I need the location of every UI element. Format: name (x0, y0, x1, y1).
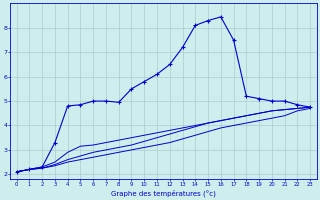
X-axis label: Graphe des températures (°c): Graphe des températures (°c) (111, 189, 216, 197)
